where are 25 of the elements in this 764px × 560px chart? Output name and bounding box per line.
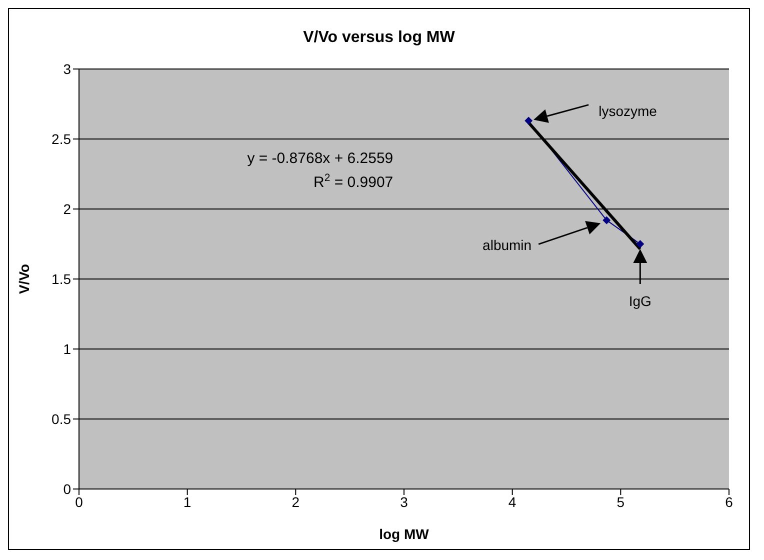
- annotation: y = -0.8768x + 6.2559: [247, 150, 394, 167]
- chart-title: V/Vo versus log MW: [302, 29, 456, 47]
- annotation: albumin: [482, 237, 532, 254]
- annotation: lysozyme: [598, 102, 658, 119]
- annotation: R$^{2}$ = 0.9907: [313, 172, 394, 191]
- x-tick-label: 6: [725, 494, 734, 510]
- y-tick-label: 2: [63, 200, 72, 217]
- x-axis-title: log MW: [379, 526, 430, 542]
- y-tick-label: 0.5: [52, 410, 72, 427]
- point: [524, 116, 533, 125]
- x-tick-label: 1: [183, 494, 192, 510]
- y-tick-label: 1.5: [52, 270, 72, 287]
- x-tick-label: 4: [508, 494, 516, 510]
- x-tick-label: 5: [616, 494, 625, 510]
- x-tick-label: 3: [400, 494, 408, 510]
- annotation: IgG: [628, 293, 652, 309]
- y-tick-label: 3: [63, 60, 72, 77]
- y-tick-label: 0: [63, 480, 72, 497]
- point: [636, 240, 644, 248]
- point: [602, 216, 611, 224]
- x-tick-label: 2: [292, 494, 300, 510]
- y-tick-label: 1: [63, 340, 72, 357]
- y-axis-title: V/Vo: [16, 264, 32, 294]
- x-tick-label: 0: [75, 494, 84, 510]
- y-tick-label: 2.5: [52, 130, 72, 147]
